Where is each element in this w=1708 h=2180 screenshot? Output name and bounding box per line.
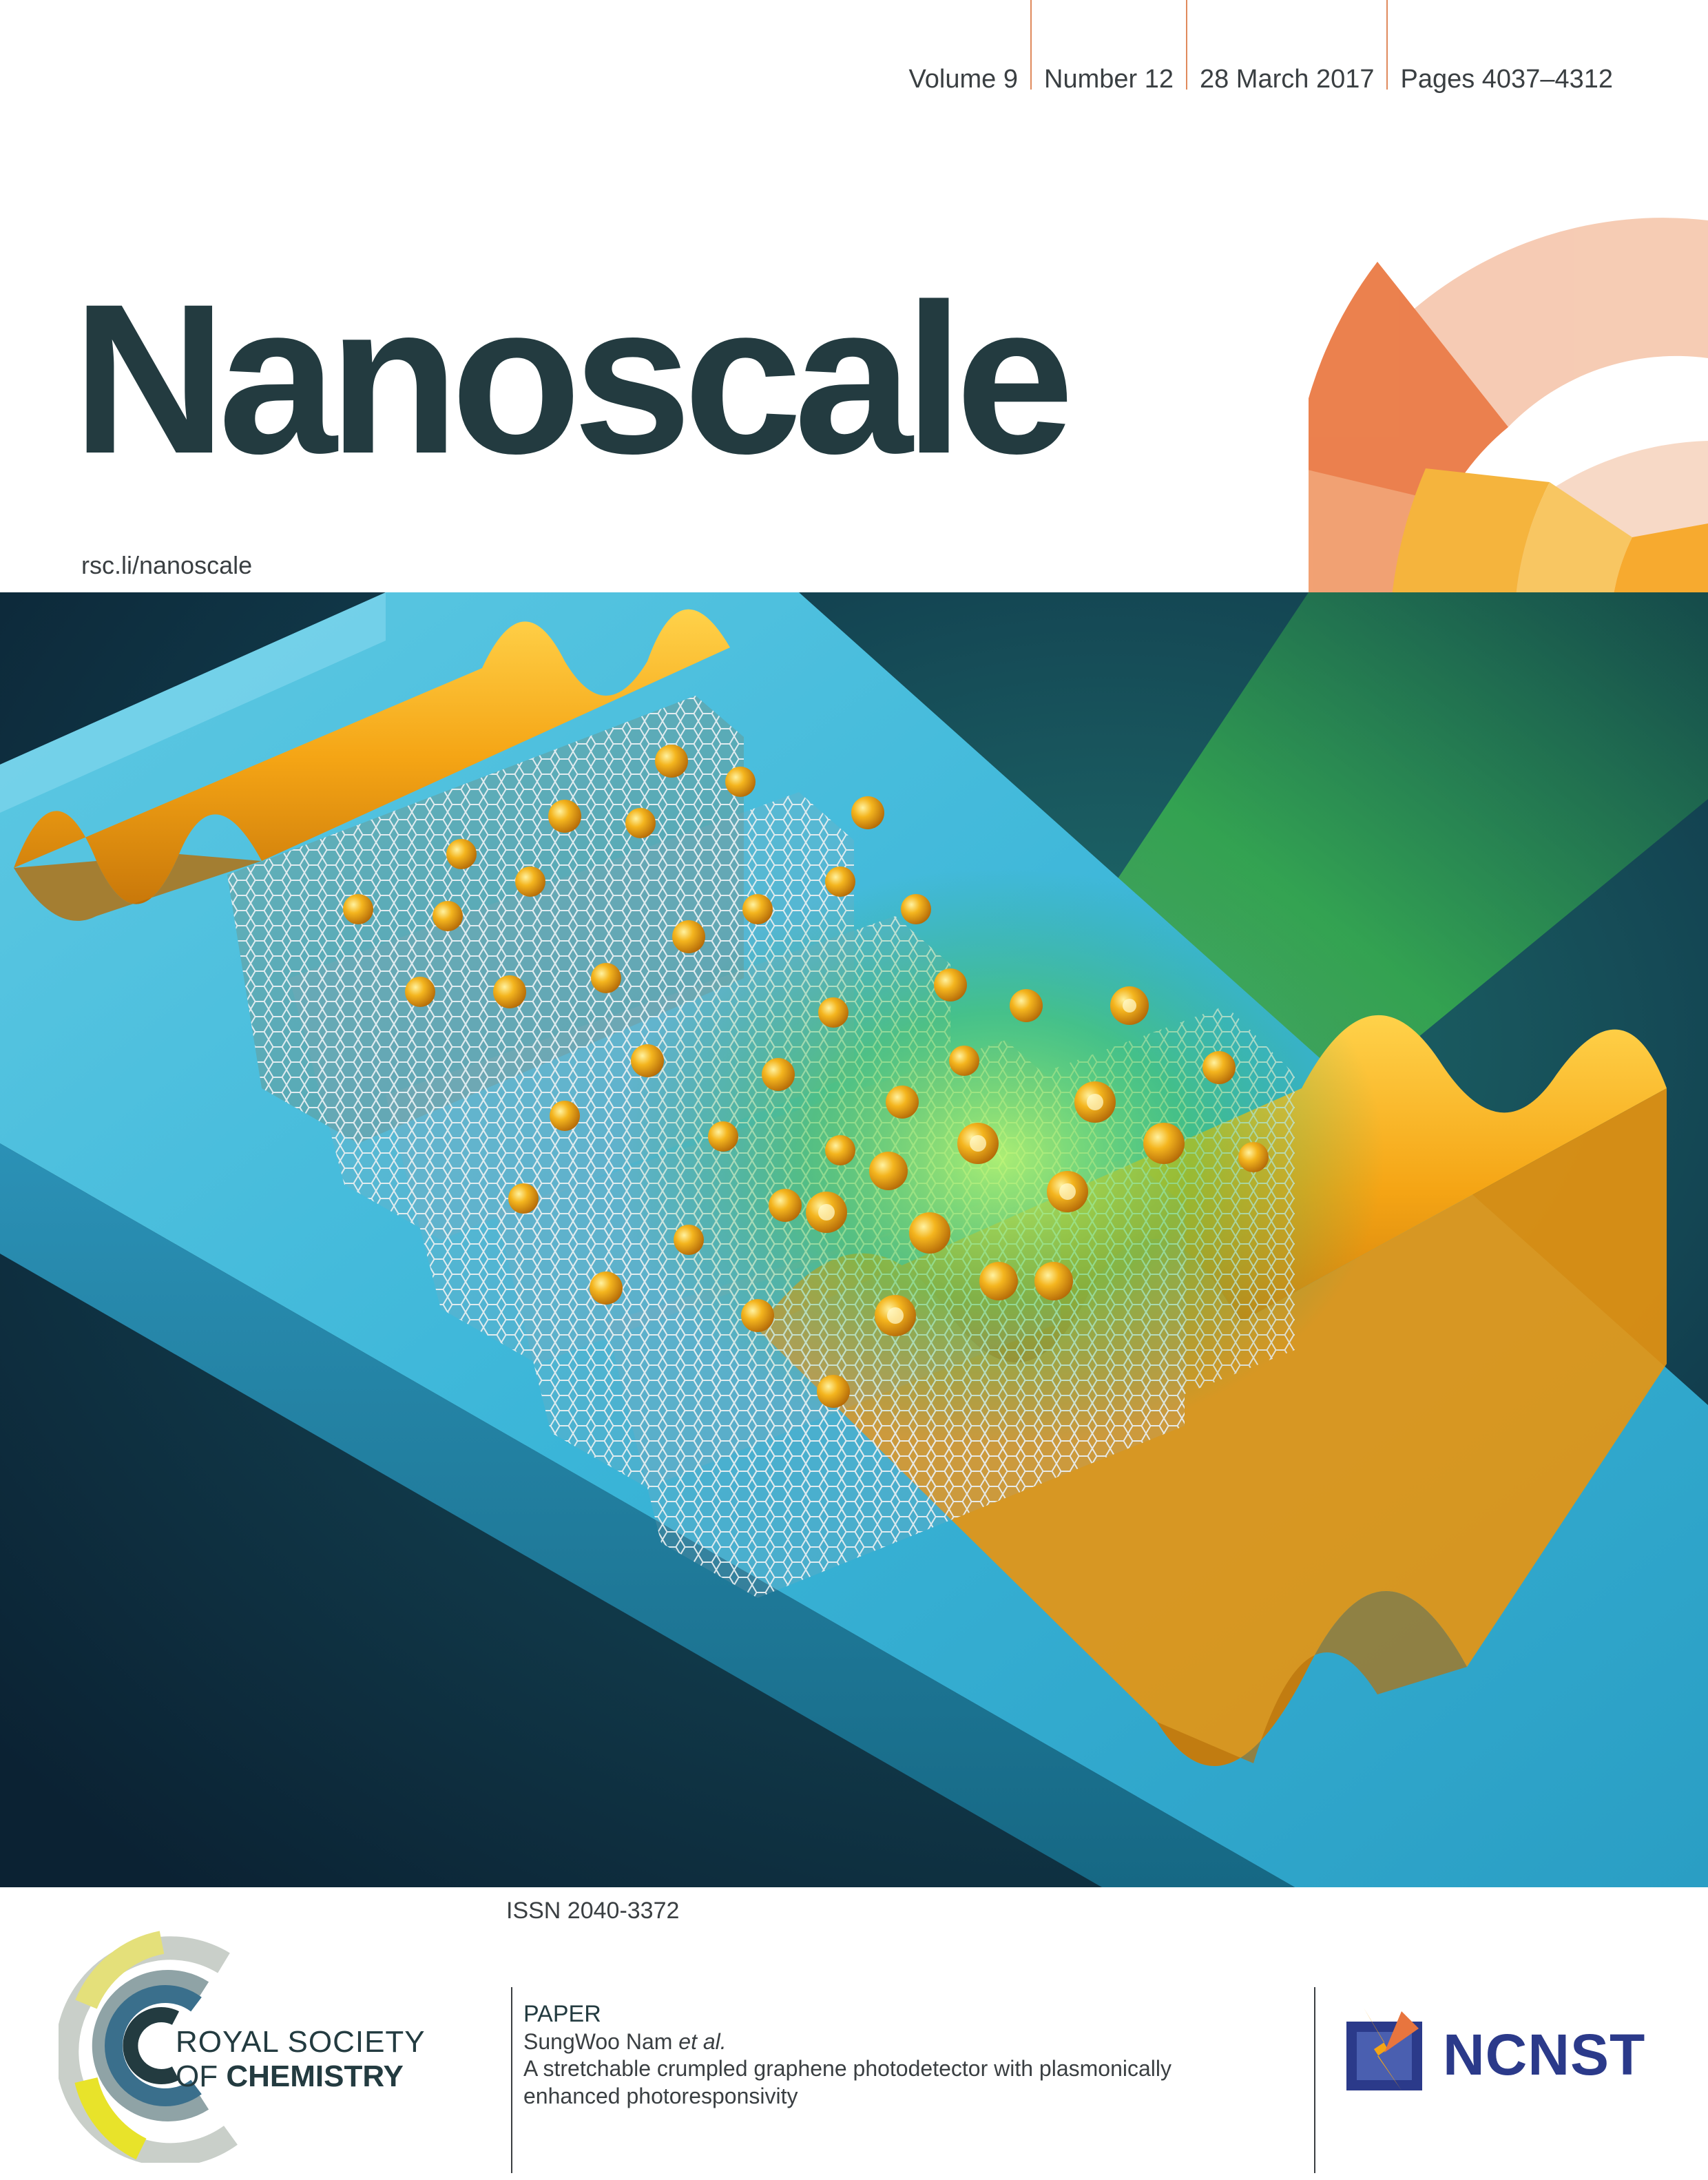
divider (1386, 0, 1388, 90)
featured-paper[interactable]: PAPER SungWoo Nam et al. A stretchable c… (523, 2001, 1281, 2110)
issue-date: 28 March 2017 (1199, 65, 1375, 94)
volume: Volume 9 (908, 65, 1018, 94)
rsc-logo-icon (59, 1931, 238, 2163)
author-suffix: et al. (678, 2029, 727, 2054)
issn: ISSN 2040-3372 (506, 1898, 680, 1924)
cover-illustration (0, 592, 1708, 1887)
divider (1030, 0, 1032, 90)
publisher-name-line1: ROYAL SOCIETY (176, 2025, 426, 2059)
publisher-name-line2: OF CHEMISTRY (176, 2059, 404, 2094)
publisher-prefix: OF (176, 2059, 227, 2093)
ncnst-logo-icon (1346, 2008, 1422, 2090)
paper-title-line2: enhanced photoresponsivity (523, 2084, 798, 2108)
publisher-bold: CHEMISTRY (226, 2059, 404, 2093)
partner-name: NCNST (1443, 2022, 1646, 2087)
paper-label: PAPER (523, 2001, 601, 2027)
issue-number: Number 12 (1044, 65, 1174, 94)
divider (511, 1987, 512, 2173)
divider (1185, 0, 1187, 90)
journal-url[interactable]: rsc.li/nanoscale (81, 551, 253, 579)
journal-title: Nanoscale (72, 259, 1074, 498)
author-name: SungWoo Nam (523, 2029, 673, 2054)
paper-authors: SungWoo Nam et al. (523, 2029, 1281, 2055)
issue-info: Volume 9 Number 12 28 March 2017 Pages 4… (897, 0, 1625, 110)
divider (1314, 1987, 1315, 2173)
paper-title-line1: A stretchable crumpled graphene photodet… (523, 2056, 1171, 2081)
page-range: Pages 4037–4312 (1400, 65, 1613, 94)
